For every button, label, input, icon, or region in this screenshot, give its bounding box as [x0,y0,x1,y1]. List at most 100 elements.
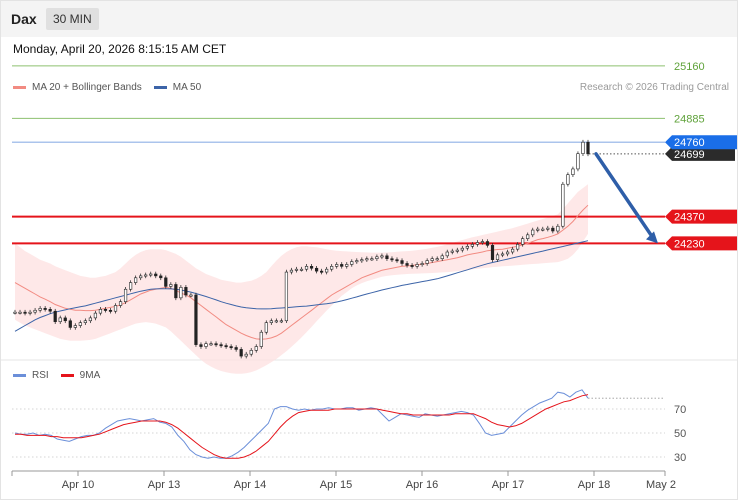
ma50-swatch [153,85,167,89]
candle-body [179,287,183,299]
support-label: 24370 [674,212,705,224]
candle-body [264,322,268,333]
resistance-label: 24885 [674,113,705,125]
candle-body [440,255,444,259]
candles [13,139,590,359]
candle-body [33,309,37,313]
candle-body [586,141,590,155]
resistance-label: 25160 [674,61,705,73]
candle-body [239,349,243,357]
candle-body [390,258,394,261]
candle-body [576,153,580,170]
candle-body [118,301,123,306]
candle-body [375,256,379,259]
candle-body [405,263,409,266]
last-price-label: 24760 [674,137,705,149]
candle-body [139,275,143,279]
candle-body [88,317,92,322]
candle-body [58,317,62,323]
candle-body [98,309,103,314]
candle-body [511,248,515,253]
candle-body [350,261,354,265]
candle-body [541,228,545,231]
current-price-label: 24699 [674,149,705,161]
candle-body [289,269,294,273]
x-tick-label: Apr 13 [148,479,180,491]
candle-body [460,247,464,251]
candle-body [13,311,17,314]
candle-body [108,309,113,312]
candle-body [480,241,485,244]
candle-body [219,344,223,347]
candle-body [269,320,273,323]
candle-body [475,242,480,245]
candle-body [209,343,213,346]
rsi-panel [12,389,665,459]
candle-body [199,344,203,347]
candle-body [500,253,505,256]
candle-body [425,260,429,264]
candle-body [485,241,490,246]
candle-body [304,266,309,270]
last-price-tag [665,135,737,150]
candle-body [169,284,173,287]
candle-body [465,245,469,249]
candle-body [43,308,47,310]
candle-body [410,265,414,267]
candle-body [495,254,500,260]
candle-body [309,266,314,269]
candle-body [259,331,263,347]
candle-body [249,350,253,355]
ma20-swatch [13,85,26,89]
candle-body [244,353,248,357]
candle-body [123,288,128,302]
rsi-legend: RSI 9MA [13,370,100,381]
price-legend: MA 20 + Bollinger Bands MA 50 [13,82,201,93]
candle-body [23,311,27,314]
candle-body [415,264,419,267]
candle-body [274,320,278,323]
legend-ma20: MA 20 + Bollinger Bands [32,82,142,93]
candle-body [571,168,575,175]
candle-body [455,249,459,252]
projection-arrow-head [646,231,658,244]
legend-rsi-ma: 9MA [79,370,101,381]
candle-body [395,259,399,262]
candle-body [154,273,158,277]
candle-body [360,259,364,262]
candle-body [294,268,299,271]
candle-body [78,322,82,326]
candle-body [18,311,22,314]
candle-body [355,260,359,263]
candle-body [551,227,555,232]
x-tick-label: Apr 17 [492,479,524,491]
candle-body [325,268,329,273]
x-tick-label: Apr 15 [320,479,352,491]
candle-body [159,275,163,279]
candle-body [134,277,138,283]
candle-body [103,309,108,311]
candle-body [435,258,439,261]
candle-body [254,346,258,351]
candle-body [113,305,118,312]
candle-body [204,343,208,347]
candle-body [581,141,585,154]
timeframe-button[interactable]: 30 MIN [46,8,99,30]
candle-body [531,229,535,236]
candle-body [189,294,193,297]
candle-body [73,325,77,328]
candle-body [365,258,369,261]
candle-body [320,270,324,273]
candle-body [536,228,540,231]
candle-body [38,308,42,311]
candle-body [234,347,238,350]
candle-body [330,266,334,270]
credit-text: Research © 2026 Trading Central [579,82,729,93]
candle-body [224,345,228,348]
candle-body [526,234,530,239]
candle-body [335,264,339,267]
bollinger-band-area [15,184,588,374]
symbol-label: Dax [11,11,37,27]
